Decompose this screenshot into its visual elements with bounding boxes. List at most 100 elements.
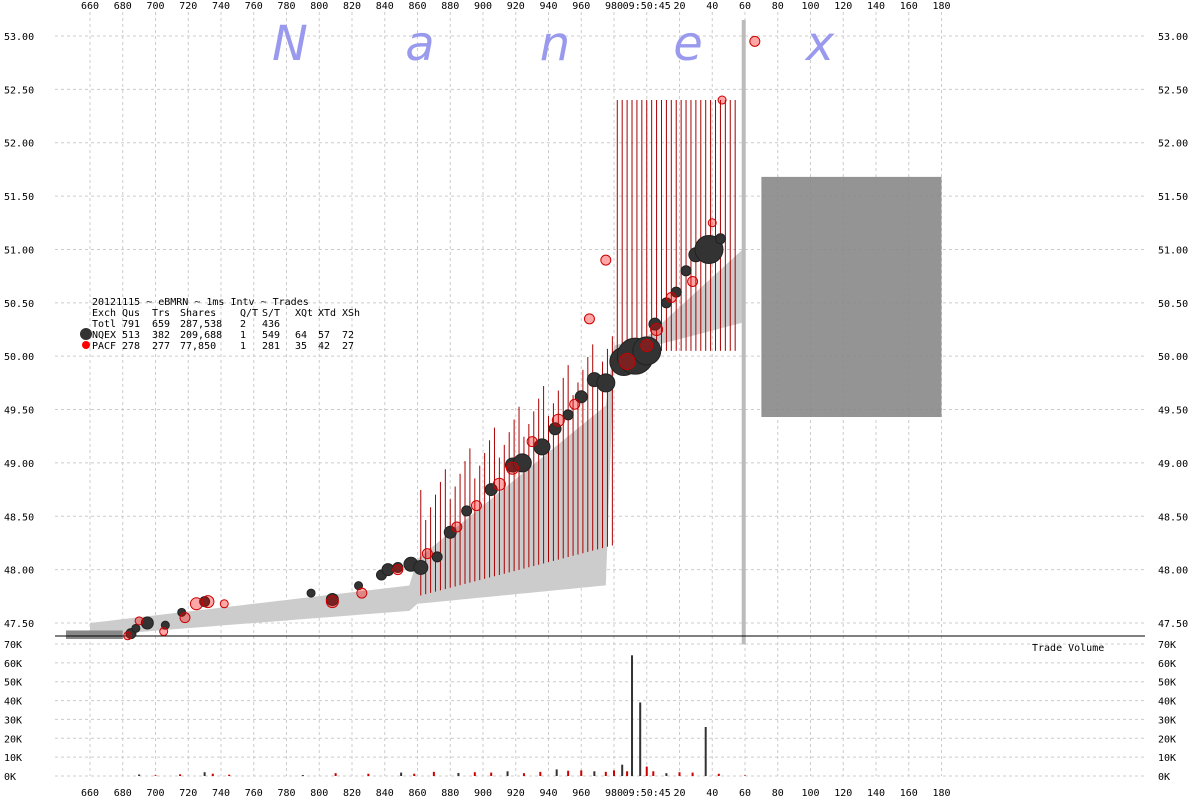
x-tick-label-bottom: 160 [900,788,918,799]
x-tick-label-top: 760 [245,1,263,12]
trade-point-pacf [600,254,612,266]
x-tick-label-bottom: 140 [867,788,885,799]
volume-bar [621,764,624,776]
x-tick-label-bottom: 920 [507,788,525,799]
trade-point-nqex [694,234,724,264]
trade-point-pacf [451,521,463,533]
x-tick-label-bottom: 680 [114,788,132,799]
volume-bar [626,771,629,776]
legend-marker [82,341,90,349]
trade-point-nqex [680,265,692,277]
x-tick-label-bottom: 880 [441,788,459,799]
y-tick-label-right: 51.00 [1158,245,1188,256]
volume-tick-label-left: 70K [4,640,22,651]
y-tick-label-left: 50.00 [4,352,34,363]
y-tick-label-left: 48.50 [4,512,34,523]
trade-point-pacf [325,595,339,609]
axis-labels: 660 660 680 680 700 700 720 720 740 740 760 760 780 7… [4,1,1188,799]
legend-cell: 35 [295,341,307,352]
x-tick-label-top: 140 [867,1,885,12]
legend-cell: 27 [342,341,354,352]
legend-cell: 42 [318,341,330,352]
y-tick-label-right: 49.00 [1158,459,1188,470]
trade-point-nqex [306,588,316,598]
x-tick-label-top: 920 [507,1,525,12]
x-tick-label-top: 180 [932,1,950,12]
legend: 20121115 ~ eBMRN ~ 1ms Intv ~ TradesExch… [80,297,360,352]
volume-bar [567,770,570,776]
legend-header: 20121115 ~ eBMRN ~ 1ms Intv ~ Trades [92,297,309,308]
trade-point-nqex [140,616,154,630]
trade-point-pacf [392,564,404,576]
trade-point-nqex [131,623,141,633]
x-tick-label-top: 20 [673,1,685,12]
x-tick-label-bottom: 100 [801,788,819,799]
y-tick-label-left: 51.00 [4,245,34,256]
volume-bar [639,702,642,776]
volume-bar [593,771,596,776]
trade-point-pacf [717,95,727,105]
x-tick-label-bottom: 700 [146,788,164,799]
trade-point-nqex [461,505,473,517]
volume-bar [704,726,707,776]
x-tick-label-top: 40 [706,1,718,12]
x-tick-label-bottom: 60 [739,788,751,799]
x-tick-label-top: 900 [474,1,492,12]
x-tick-label-top: 740 [212,1,230,12]
y-tick-label-right: 49.50 [1158,406,1188,417]
watermark-letter: e [673,16,703,72]
y-tick-label-left: 51.50 [4,192,34,203]
trade-point-pacf [179,612,191,624]
volume-tick-label-right: 10K [1158,753,1176,764]
volume-bar [604,771,607,776]
x-tick-label-bottom: 800 [310,788,328,799]
trade-point-pacf [665,291,677,303]
volume-bar [717,773,720,776]
trade-point-nqex [381,563,395,577]
trade-point-pacf [640,339,654,353]
trade-point-pacf [526,436,538,448]
volume-bar [744,775,746,776]
volume-bar [473,772,476,776]
trade-point-pacf [189,597,203,611]
x-tick-label-top: 120 [834,1,852,12]
volume-bar [490,772,493,776]
volume-bar [301,775,304,776]
x-tick-label-bottom: 860 [408,788,426,799]
volume-bar [691,772,694,776]
x-tick-label-bottom: 840 [376,788,394,799]
x-tick-label-top: 800 [310,1,328,12]
x-tick-label-top: 80 [772,1,784,12]
volume-bar [154,775,157,776]
y-tick-label-right: 51.50 [1158,192,1188,203]
legend-cell: 549 [262,330,280,341]
trade-point-pacf [583,313,595,325]
x-tick-label-bottom: 760 [245,788,263,799]
x-tick-label-bottom: 80 [772,788,784,799]
legend-cell: 791 [122,319,140,330]
x-tick-label-top: 100 [801,1,819,12]
watermark-letter: a [405,16,434,72]
volume-bar [645,766,648,776]
volume-bar [400,772,403,776]
trade-point-pacf [551,413,565,427]
x-tick-label-bottom: 20 [673,788,685,799]
x-tick-label-top: 860 [408,1,426,12]
volume-bar [580,770,583,776]
volume-bar [138,774,141,776]
legend-column-header: XSh [342,308,360,319]
x-tick-label-bottom: 740 [212,788,230,799]
x-tick-label-bottom: 09:50:45 [623,788,671,799]
x-tick-label-top: 940 [539,1,557,12]
volume-bar [522,773,525,776]
trade-point-nqex [632,336,662,366]
initial-quote-band [66,630,123,640]
volume-bar [228,774,231,776]
x-tick-label-top: 660 [81,1,99,12]
volume-tick-label-left: 50K [4,678,22,689]
y-tick-label-right: 53.00 [1158,32,1188,43]
legend-column-header: Qus [122,308,140,319]
volume-tick-label-right: 30K [1158,715,1176,726]
